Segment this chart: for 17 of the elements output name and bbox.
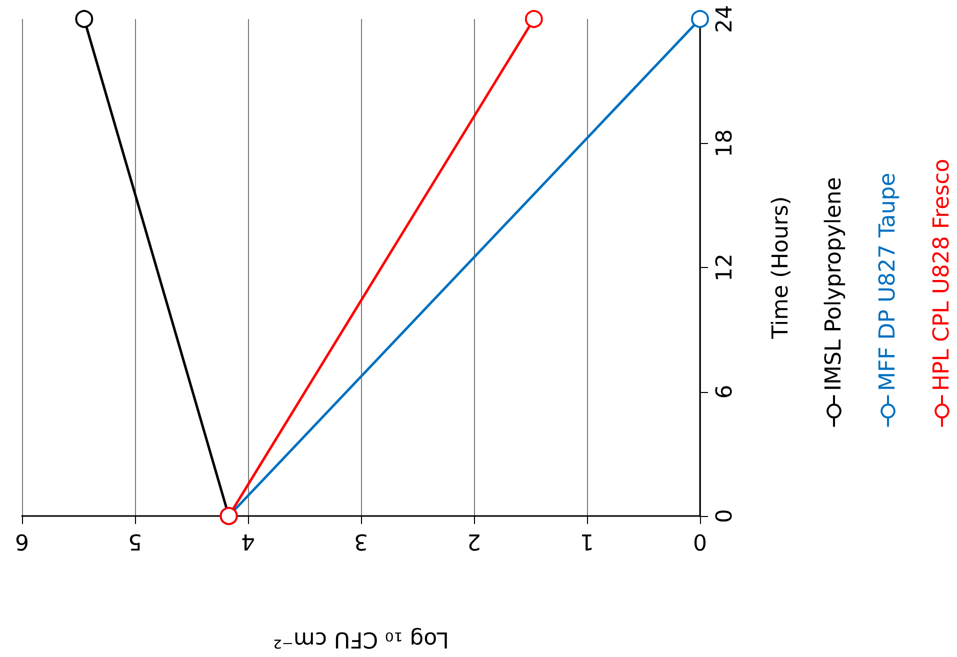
text: HPL CPL U828 Fresco xyxy=(930,158,954,391)
y-tick-label: 24 xyxy=(712,5,738,33)
x-tick-label: 4 xyxy=(241,528,255,554)
text: MFF DP U827 Taupe xyxy=(876,172,900,391)
text: IMSL Polypropylene xyxy=(822,177,846,391)
x-tick-label: 5 xyxy=(128,528,142,554)
y-tick-label: 6 xyxy=(712,384,738,399)
x-axis-title: Log ₁₀ CFU cm⁻² xyxy=(273,626,449,652)
x-tick-label: 1 xyxy=(580,528,594,554)
y-tick-label: 0 xyxy=(712,509,738,523)
y-tick-label: 12 xyxy=(712,254,738,282)
x-tick-label: 0 xyxy=(693,528,707,554)
x-tick-label: 3 xyxy=(354,528,368,554)
y-tick-label: 18 xyxy=(712,129,738,158)
x-tick-label: 2 xyxy=(467,528,481,554)
x-tick-label: 6 xyxy=(15,528,29,554)
y-axis-title: Time (Hours) xyxy=(768,196,794,340)
